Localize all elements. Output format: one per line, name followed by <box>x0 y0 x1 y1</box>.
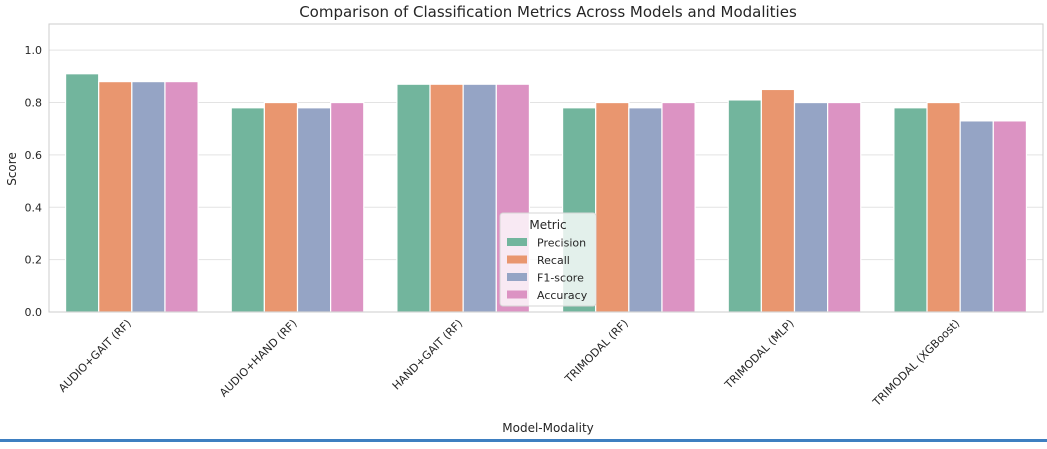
legend-box <box>499 212 597 307</box>
x-tick-label: AUDIO+HAND (RF) <box>217 317 300 400</box>
bar-accuracy <box>164 80 199 313</box>
legend-title: Metric <box>529 218 566 232</box>
chart-title: Comparison of Classification Metrics Acr… <box>299 3 797 21</box>
legend-swatch <box>507 255 527 264</box>
bar-precision <box>230 107 265 313</box>
bar-accuracy <box>827 101 862 313</box>
legend-swatch <box>507 273 527 281</box>
bar-precision <box>727 99 762 313</box>
bar-recall <box>98 80 133 313</box>
plot-frame <box>48 23 1044 313</box>
bar-recall <box>595 101 630 313</box>
bar-precision <box>396 83 431 313</box>
bar-recall <box>760 88 796 313</box>
legend-swatch <box>507 290 527 299</box>
x-tick-labels: AUDIO+GAIT (RF) AUDIO+HAND (RF) HAND+GAIT … <box>56 317 962 410</box>
y-tick-label: 0.0 <box>25 306 43 319</box>
legend: Metric Precision Recall F1-score Accuracy <box>499 212 597 307</box>
bar-recall <box>429 83 464 313</box>
y-tick-label: 0.4 <box>25 201 43 214</box>
y-tick-label: 1.0 <box>25 44 43 57</box>
bar-accuracy <box>992 120 1028 313</box>
y-tick-label: 0.2 <box>25 254 43 267</box>
y-tick-label: 0.6 <box>25 149 43 162</box>
bars <box>64 73 1028 313</box>
x-tick-label: TRIMODAL (RF) <box>562 317 631 386</box>
legend-swatch <box>507 238 527 246</box>
bar-recall <box>926 101 961 313</box>
x-tick-label: TRIMODAL (XGBoost) <box>870 317 963 410</box>
legend-label: F1-score <box>537 272 584 285</box>
bar-f1-score <box>628 107 663 313</box>
bar-f1-score <box>462 83 497 313</box>
bar-f1-score <box>959 120 994 313</box>
x-tick-label: TRIMODAL (MLP) <box>722 317 797 392</box>
bar-f1-score <box>296 107 332 313</box>
bar-f1-score <box>793 101 829 313</box>
legend-label: Precision <box>537 237 586 250</box>
x-tick-label: AUDIO+GAIT (RF) <box>56 317 134 395</box>
x-tick-label: HAND+GAIT (RF) <box>390 317 466 393</box>
bar-f1-score <box>131 80 166 313</box>
bar-accuracy <box>330 101 365 313</box>
legend-label: Recall <box>537 254 570 267</box>
legend-label: Accuracy <box>537 289 588 302</box>
y-tick-label: 0.8 <box>25 97 43 110</box>
x-axis-label: Model-Modality <box>502 421 594 435</box>
bar-precision <box>893 107 928 313</box>
bar-precision <box>64 73 100 313</box>
bar-recall <box>263 101 299 313</box>
bottom-border <box>0 439 1047 442</box>
y-tick-labels: 0.0 0.2 0.4 0.6 0.8 1.0 <box>25 44 43 319</box>
y-axis-label: Score <box>5 152 19 186</box>
bar-accuracy <box>661 101 696 313</box>
